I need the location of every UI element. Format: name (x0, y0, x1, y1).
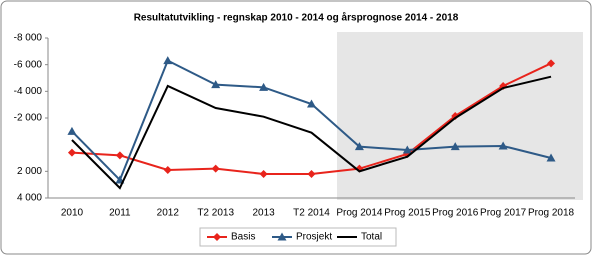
marker (67, 148, 76, 157)
x-tick-label: 2011 (109, 208, 131, 219)
x-tick-label: T2 2014 (293, 208, 330, 219)
x-tick-label: 2010 (61, 208, 84, 219)
marker (259, 170, 268, 178)
marker (546, 153, 556, 162)
y-tick-label: -4 000 (14, 86, 43, 97)
marker (211, 80, 221, 89)
x-tick-label: Prog 2014 (336, 208, 383, 219)
marker (547, 59, 556, 68)
legend-label: Prosjekt (296, 232, 332, 243)
marker (498, 141, 508, 150)
x-tick-label: Prog 2018 (528, 208, 575, 219)
marker (450, 142, 460, 151)
legend (199, 227, 397, 247)
x-tick-label: Prog 2016 (432, 208, 479, 219)
x-tick-label: Prog 2015 (384, 208, 431, 219)
marker (163, 56, 173, 65)
marker (213, 233, 221, 241)
y-tick-label: 2 000 (17, 166, 42, 177)
marker (354, 142, 364, 151)
marker (307, 99, 316, 108)
marker (259, 82, 269, 91)
marker (163, 166, 172, 174)
marker (211, 164, 220, 173)
chart-title: Resultatutvikling - regnskap 2010 - 2014… (134, 12, 459, 24)
marker (67, 126, 77, 135)
y-tick-label: -2 000 (14, 113, 43, 124)
y-tick-label: -6 000 (14, 59, 43, 70)
y-tick-label: 4 000 (17, 193, 42, 204)
marker (115, 151, 124, 160)
x-tick-label: 2012 (157, 208, 180, 219)
marker (451, 112, 460, 120)
series-line (71, 75, 552, 190)
legend-label: Total (361, 232, 382, 243)
y-tick-label: -8 000 (14, 33, 43, 44)
x-tick-label: Prog 2017 (480, 208, 527, 219)
x-tick-label: 2013 (252, 208, 275, 219)
legend-label: Basis (231, 232, 255, 243)
marker (402, 145, 412, 154)
marker (277, 232, 287, 241)
marker (307, 170, 316, 178)
x-tick-label: T2 2013 (197, 208, 234, 219)
